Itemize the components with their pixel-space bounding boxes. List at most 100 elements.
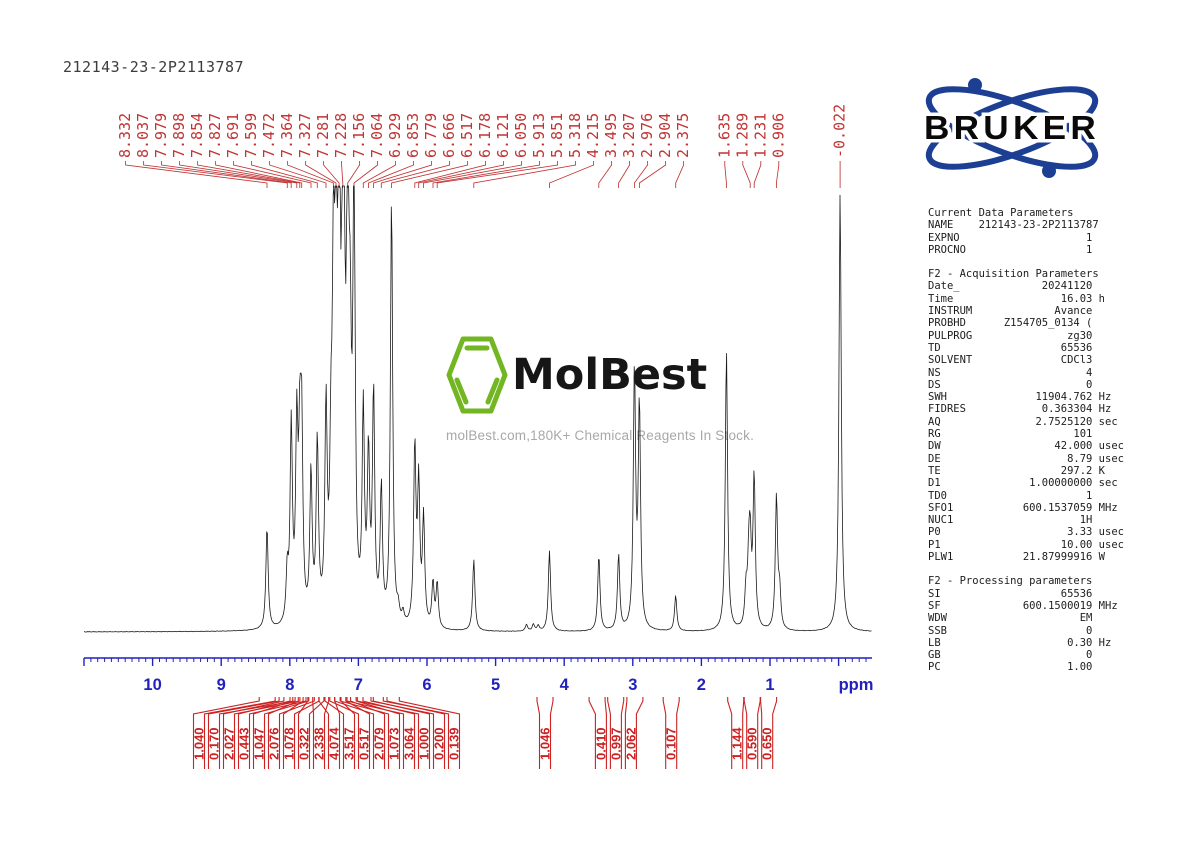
integral-bracket-left [588, 697, 596, 769]
integral-value-label: 1.047 [252, 727, 267, 760]
parameter-row: NAME 212143-23-2P2113787 [928, 219, 1099, 232]
peak-label-connector [675, 161, 685, 188]
peak-shift-label: 7.472 [260, 113, 278, 158]
parameter-row: PLW1 21.87999916 W [928, 551, 1106, 564]
bruker-atom-icon: BRUKER [921, 78, 1100, 178]
integral-bracket-left [382, 697, 450, 769]
peak-shift-label: 6.666 [440, 113, 458, 158]
spectrum-title: 212143-23-2P2113787 [63, 58, 245, 76]
integral-value-label: 4.074 [327, 727, 342, 760]
integral-bracket-right [350, 697, 386, 769]
peak-shift-label: 6.929 [386, 113, 404, 158]
integral-bracket-left [743, 697, 748, 769]
x-axis-tick-label: 9 [217, 676, 226, 694]
peak-label-connector [633, 161, 649, 188]
peak-shift-label: 1.231 [751, 113, 769, 158]
integral-bracket-left [334, 697, 375, 769]
peak-shift-label: 3.207 [620, 113, 638, 158]
integral-bracket-right [355, 697, 401, 769]
peak-shift-label: 7.854 [188, 113, 206, 158]
peak-label-connector [618, 161, 631, 188]
peak-label-connector [414, 161, 487, 188]
integral-value-label: 3.064 [402, 727, 417, 760]
integral-value-label: 2.079 [372, 727, 387, 760]
integral-bracket-left [760, 697, 763, 769]
peak-shift-label: 2.375 [674, 113, 692, 158]
molbest-logo-row: MolBest [446, 332, 752, 418]
parameter-row: NS 4 [928, 366, 1093, 379]
parameter-row: DS 0 [928, 378, 1093, 391]
integral-bracket-left [346, 697, 405, 769]
peak-shift-label: 6.178 [476, 113, 494, 158]
molbest-watermark: MolBest molBest.com,180K+ Chemical Reage… [446, 332, 755, 443]
integral-value-label: 0.410 [593, 727, 608, 760]
peak-shift-label: 7.327 [296, 113, 314, 158]
integral-value-label: 0.200 [432, 727, 447, 760]
integrals-group: 1.040 0.170 2.027 0.443 1.047 2.076 1.078 0.322… [192, 697, 778, 769]
peak-label-connector [418, 161, 505, 188]
integral-value-label: 1.040 [192, 727, 207, 760]
parameter-row: GB 0 [928, 649, 1093, 662]
parameter-row: AQ 2.7525120 sec [928, 415, 1118, 428]
peak-shift-label: 8.037 [134, 113, 152, 158]
parameter-row: RG 101 [928, 428, 1093, 441]
parameter-row: SFO1 600.1537059 MHz [928, 501, 1118, 514]
integral-bracket-right [620, 697, 625, 769]
integral-bracket-left [297, 697, 309, 769]
integral-value-label: 2.062 [623, 727, 638, 760]
x-axis-tick-label: 10 [143, 676, 161, 694]
peak-label-connector [391, 161, 469, 188]
parameter-row: PC 1.00 [928, 661, 1093, 674]
integral-value-label: 0.170 [207, 727, 222, 760]
parameter-row: SI 65536 [928, 587, 1093, 600]
parameter-row: TD0 1 [928, 489, 1093, 502]
peak-label-connector [179, 161, 298, 188]
parameter-section: F2 - Processing parameters SI 65536 SF 600… [928, 575, 1190, 673]
parameter-row: NUC1 1H [928, 514, 1093, 527]
parameter-row: PULPROG zg30 [928, 329, 1093, 342]
parameter-row: TD 65536 [928, 341, 1093, 354]
peak-label-connector [161, 161, 292, 188]
integral-bracket-right [308, 697, 325, 769]
benzene-hexagon-icon [446, 336, 508, 414]
integral-value-label: 1.144 [730, 727, 745, 760]
molbest-logo-text: MolBest [512, 349, 708, 400]
peak-shift-label: 7.691 [224, 113, 242, 158]
x-axis-tick-label: 6 [422, 676, 431, 694]
bruker-electron-dot [968, 78, 982, 92]
peak-label-connector [598, 161, 613, 188]
peak-label-connector [373, 161, 433, 188]
integral-bracket-right [340, 697, 356, 769]
peak-shift-label: 5.851 [548, 113, 566, 158]
integral-bracket-left [339, 697, 390, 769]
integral-bracket-left [624, 697, 628, 769]
parameter-row: WDW EM [928, 612, 1093, 625]
integral-bracket-right [398, 697, 461, 769]
integral-bracket-left [536, 697, 541, 769]
integral-bracket-right [323, 697, 330, 769]
integral-bracket-right [278, 697, 315, 769]
peak-label-connector [269, 161, 327, 188]
parameter-row: DE 8.79 usec [928, 452, 1124, 465]
peak-shift-label: 6.050 [512, 113, 530, 158]
peak-label-connector [362, 161, 397, 188]
x-axis-tick-label: 8 [285, 676, 294, 694]
parameter-section-header: Current Data Parameters [928, 207, 1074, 219]
bruker-logo: BRUKER [912, 72, 1112, 184]
molbest-tagline: molBest.com,180K+ Chemical Reagents In S… [446, 428, 755, 443]
peak-shift-label: 7.898 [170, 113, 188, 158]
peak-label-connector [125, 161, 268, 188]
peak-shift-label: -0.022 [831, 104, 849, 158]
parameter-row: SSB 0 [928, 624, 1093, 637]
parameter-section-header: F2 - Processing parameters [928, 575, 1093, 588]
integral-bracket-right [345, 697, 371, 769]
parameter-row: DW 42.000 usec [928, 440, 1124, 453]
parameter-section: Current Data Parameters NAME 212143-23-2P… [928, 207, 1190, 256]
bruker-electron-dot [1042, 164, 1056, 178]
peak-label-connector [638, 161, 667, 188]
integral-bracket-left [370, 697, 435, 769]
integral-bracket-left [252, 697, 294, 769]
integral-bracket-left [329, 697, 360, 769]
